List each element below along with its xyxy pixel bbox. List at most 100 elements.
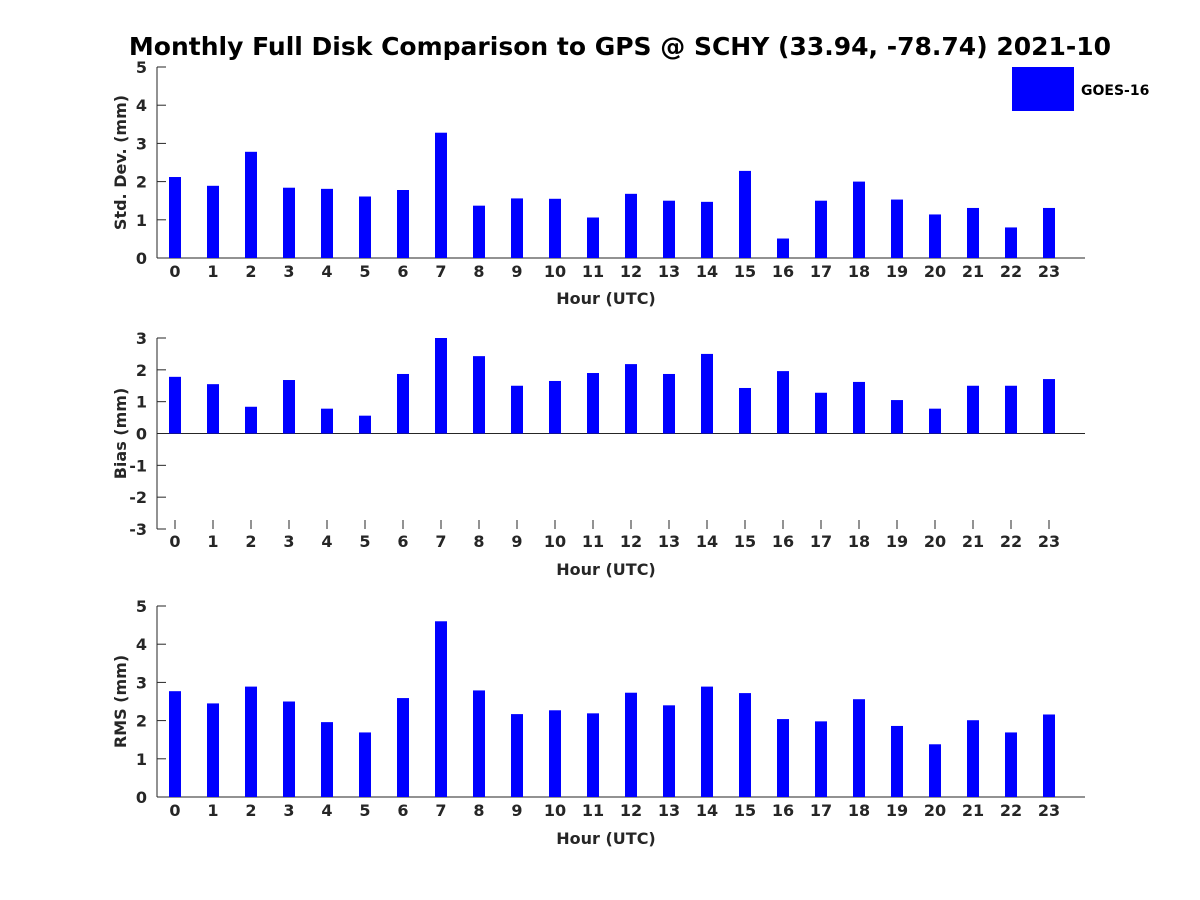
y-tick-label: 2 (136, 173, 147, 192)
x-tick-label: 12 (620, 262, 642, 281)
bar-hour-5 (359, 196, 371, 258)
bar-hour-16 (777, 719, 789, 797)
bar-hour-5 (359, 415, 371, 434)
x-tick-label: 15 (734, 532, 756, 551)
y-tick-label: 2 (136, 361, 147, 380)
bar-hour-1 (207, 384, 219, 434)
bar-hour-3 (283, 380, 295, 434)
bar-hour-16 (777, 238, 789, 258)
y-tick-label: 5 (136, 58, 147, 77)
bar-hour-2 (245, 686, 257, 797)
bar-hour-12 (625, 364, 637, 434)
bar-hour-10 (549, 380, 561, 434)
x-tick-label: 11 (582, 532, 604, 551)
x-tick-label: 5 (359, 532, 370, 551)
x-tick-label: 4 (321, 532, 332, 551)
x-tick-label: 0 (169, 532, 180, 551)
bar-hour-3 (283, 187, 295, 258)
x-axis-label: Hour (UTC) (556, 289, 656, 308)
y-tick-label: 2 (136, 712, 147, 731)
y-tick-label: 0 (136, 249, 147, 268)
y-axis-label: Std. Dev. (mm) (111, 95, 130, 230)
bar-hour-6 (397, 698, 409, 797)
y-tick-label: -2 (129, 488, 147, 507)
bar-hour-23 (1043, 379, 1055, 434)
bar-hour-9 (511, 198, 523, 258)
bar-hour-16 (777, 371, 789, 434)
x-tick-label: 2 (245, 262, 256, 281)
chart-title: Monthly Full Disk Comparison to GPS @ SC… (129, 32, 1111, 61)
y-tick-label: 0 (136, 788, 147, 807)
bar-hour-14 (701, 201, 713, 258)
x-tick-label: 7 (435, 262, 446, 281)
y-tick-label: 0 (136, 425, 147, 444)
bar-hour-11 (587, 713, 599, 797)
x-tick-label: 5 (359, 262, 370, 281)
x-tick-label: 5 (359, 801, 370, 820)
x-tick-label: 3 (283, 262, 294, 281)
x-tick-label: 22 (1000, 262, 1022, 281)
x-tick-label: 9 (511, 801, 522, 820)
y-tick-label: 4 (136, 635, 147, 654)
x-tick-label: 15 (734, 801, 756, 820)
bar-hour-7 (435, 338, 447, 434)
x-tick-label: 19 (886, 801, 908, 820)
bar-hour-15 (739, 387, 751, 434)
x-tick-label: 7 (435, 801, 446, 820)
bar-hour-19 (891, 725, 903, 797)
bar-hour-4 (321, 408, 333, 434)
x-tick-label: 6 (397, 801, 408, 820)
x-tick-label: 15 (734, 262, 756, 281)
bar-hour-19 (891, 199, 903, 258)
x-tick-label: 14 (696, 262, 718, 281)
bar-hour-18 (853, 699, 865, 797)
bar-hour-18 (853, 381, 865, 434)
bar-hour-2 (245, 406, 257, 434)
bar-hour-19 (891, 400, 903, 434)
x-tick-label: 8 (473, 801, 484, 820)
x-axis-label: Hour (UTC) (556, 560, 656, 579)
x-tick-label: 3 (283, 532, 294, 551)
x-tick-label: 20 (924, 262, 946, 281)
bar-hour-22 (1005, 385, 1017, 434)
bar-hour-15 (739, 170, 751, 258)
bar-hour-0 (169, 177, 181, 258)
x-tick-label: 0 (169, 801, 180, 820)
bar-hour-4 (321, 722, 333, 797)
x-tick-label: 18 (848, 801, 870, 820)
x-tick-label: 14 (696, 801, 718, 820)
bar-hour-17 (815, 392, 827, 434)
bar-hour-2 (245, 151, 257, 258)
bar-hour-18 (853, 181, 865, 258)
x-tick-label: 10 (544, 262, 566, 281)
x-tick-label: 11 (582, 262, 604, 281)
x-tick-label: 23 (1038, 532, 1060, 551)
y-tick-label: 1 (136, 750, 147, 769)
x-tick-label: 19 (886, 262, 908, 281)
bar-hour-21 (967, 385, 979, 434)
x-tick-label: 2 (245, 532, 256, 551)
bar-hour-9 (511, 714, 523, 797)
legend: GOES-16 (1012, 67, 1149, 111)
bar-hour-20 (929, 214, 941, 258)
y-tick-label: 1 (136, 393, 147, 412)
x-tick-label: 16 (772, 801, 794, 820)
bar-hour-17 (815, 200, 827, 258)
y-tick-label: 4 (136, 96, 147, 115)
x-tick-label: 17 (810, 262, 832, 281)
x-tick-label: 21 (962, 801, 984, 820)
x-tick-label: 9 (511, 262, 522, 281)
x-tick-label: 4 (321, 262, 332, 281)
bar-hour-9 (511, 385, 523, 434)
x-tick-label: 11 (582, 801, 604, 820)
x-tick-label: 17 (810, 801, 832, 820)
x-tick-label: 3 (283, 801, 294, 820)
x-tick-label: 13 (658, 801, 680, 820)
y-tick-label: 3 (136, 134, 147, 153)
bar-hour-1 (207, 185, 219, 258)
bar-hour-20 (929, 744, 941, 797)
x-tick-label: 14 (696, 532, 718, 551)
